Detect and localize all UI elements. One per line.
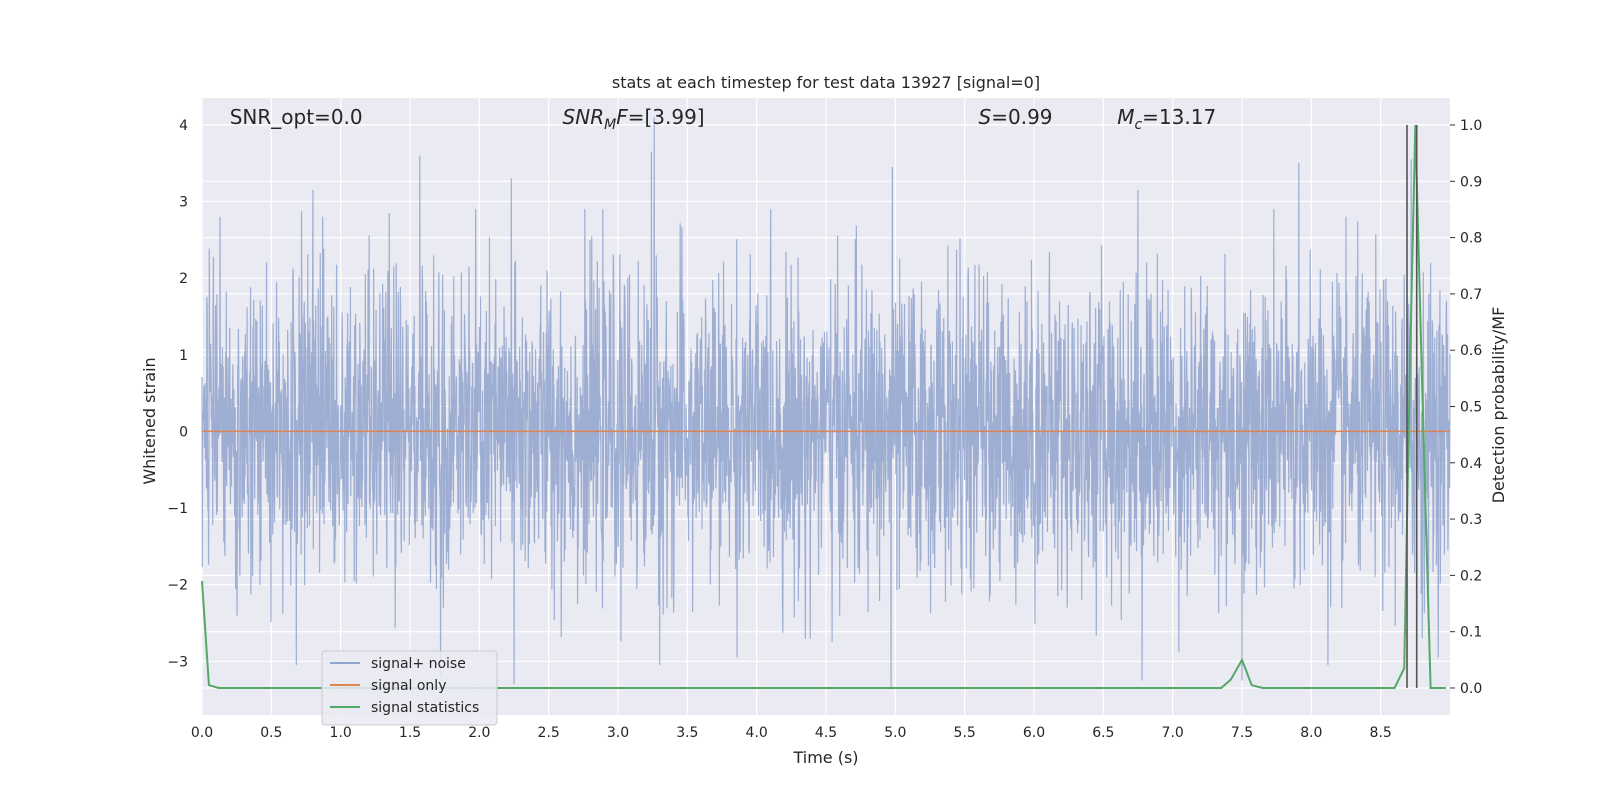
annotation-subscript: M [604, 117, 616, 133]
y2-tick-label: 0.6 [1460, 343, 1482, 359]
x-axis-label: Time (s) [792, 748, 858, 767]
annotation-prefix: SNR [563, 105, 605, 129]
annotation-text: Mc=13.17 [1117, 105, 1216, 133]
series-line-signal-statistics [201, 124, 1446, 689]
x-tick-label: 5.5 [954, 725, 976, 741]
y-tick-label: 1 [179, 348, 188, 364]
x-tick-label: 8.0 [1300, 725, 1322, 741]
annotation-text: SNR_opt=0.0 [230, 105, 363, 129]
legend-box [321, 650, 498, 726]
annotation-subscript: c [1134, 117, 1142, 133]
legend-label: signal statistics [371, 700, 479, 716]
legend: signal+ noise signal only signal statistic… [321, 650, 498, 726]
x-tick-label: 7.5 [1231, 725, 1253, 741]
x-tick-label: 2.0 [468, 725, 490, 741]
y-tick-label: 4 [179, 118, 188, 134]
series-line-signal-noise [201, 117, 1451, 689]
y2-tick-label: 0.2 [1460, 568, 1482, 584]
annotation-text: S=0.99 [979, 105, 1053, 129]
x-tick-label: 6.0 [1023, 725, 1045, 741]
x-tick-label: 8.5 [1370, 725, 1392, 741]
annotations: SNR_opt=0.0 SNRMF=[3.99] S=0.99 Mc=13.17 [230, 105, 1216, 133]
annotation-value: [3.99] [644, 105, 704, 129]
ticks: 0.0 0.5 1.0 1.5 2.0 2.5 3.0 3.5 4.0 4.5 5.0 5.5 6.0 6… [167, 118, 1482, 741]
annotation-suffix: = [991, 105, 1008, 129]
y-tick-label: 3 [179, 194, 188, 210]
x-tick-label: 1.0 [330, 725, 352, 741]
y-tick-label: −3 [167, 654, 188, 670]
y2-tick-label: 0.4 [1460, 456, 1482, 472]
y2-tick-label: 0.7 [1460, 287, 1482, 303]
annotation-prefix: SNR_opt= [230, 105, 331, 129]
x-tick-label: 4.0 [746, 725, 768, 741]
x-tick-label: 0.0 [191, 725, 213, 741]
y2-tick-label: 0.9 [1460, 174, 1482, 190]
annotation-value: 13.17 [1159, 105, 1216, 129]
annotation-prefix: S [979, 105, 992, 129]
x-tick-label: 4.5 [815, 725, 837, 741]
series-layer [201, 117, 1451, 689]
annotation-text: SNRMF=[3.99] [563, 105, 705, 133]
y-tick-label: −1 [167, 501, 188, 517]
annotation-value: 0.0 [331, 105, 363, 129]
y-tick-label: 0 [179, 424, 188, 440]
x-tick-label: 2.5 [538, 725, 560, 741]
annotation-prefix: M [1117, 105, 1134, 129]
y2-axis-label: Detection probability/MF [1489, 307, 1508, 504]
y2-tick-label: 0.1 [1460, 625, 1482, 641]
legend-label: signal only [371, 678, 446, 694]
y2-tick-label: 0.8 [1460, 231, 1482, 247]
x-tick-label: 5.0 [884, 725, 906, 741]
y2-tick-label: 0.5 [1460, 400, 1482, 416]
annotation-value: 0.99 [1008, 105, 1053, 129]
y-tick-label: 2 [179, 271, 188, 287]
chart-title: stats at each timestep for test data 139… [612, 73, 1040, 92]
x-tick-label: 7.0 [1162, 725, 1184, 741]
x-tick-label: 3.0 [607, 725, 629, 741]
y-axis-label: Whitened strain [140, 357, 159, 484]
legend-label: signal+ noise [371, 656, 466, 672]
x-tick-label: 0.5 [260, 725, 282, 741]
y2-tick-label: 0.3 [1460, 512, 1482, 528]
x-tick-label: 1.5 [399, 725, 421, 741]
annotation-suffix: F= [616, 105, 644, 129]
x-tick-label: 3.5 [676, 725, 698, 741]
y2-tick-label: 1.0 [1460, 118, 1482, 134]
x-tick-label: 6.5 [1092, 725, 1114, 741]
annotation-suffix: = [1142, 105, 1159, 129]
y-tick-label: −2 [167, 578, 188, 594]
y2-tick-label: 0.0 [1460, 681, 1482, 697]
